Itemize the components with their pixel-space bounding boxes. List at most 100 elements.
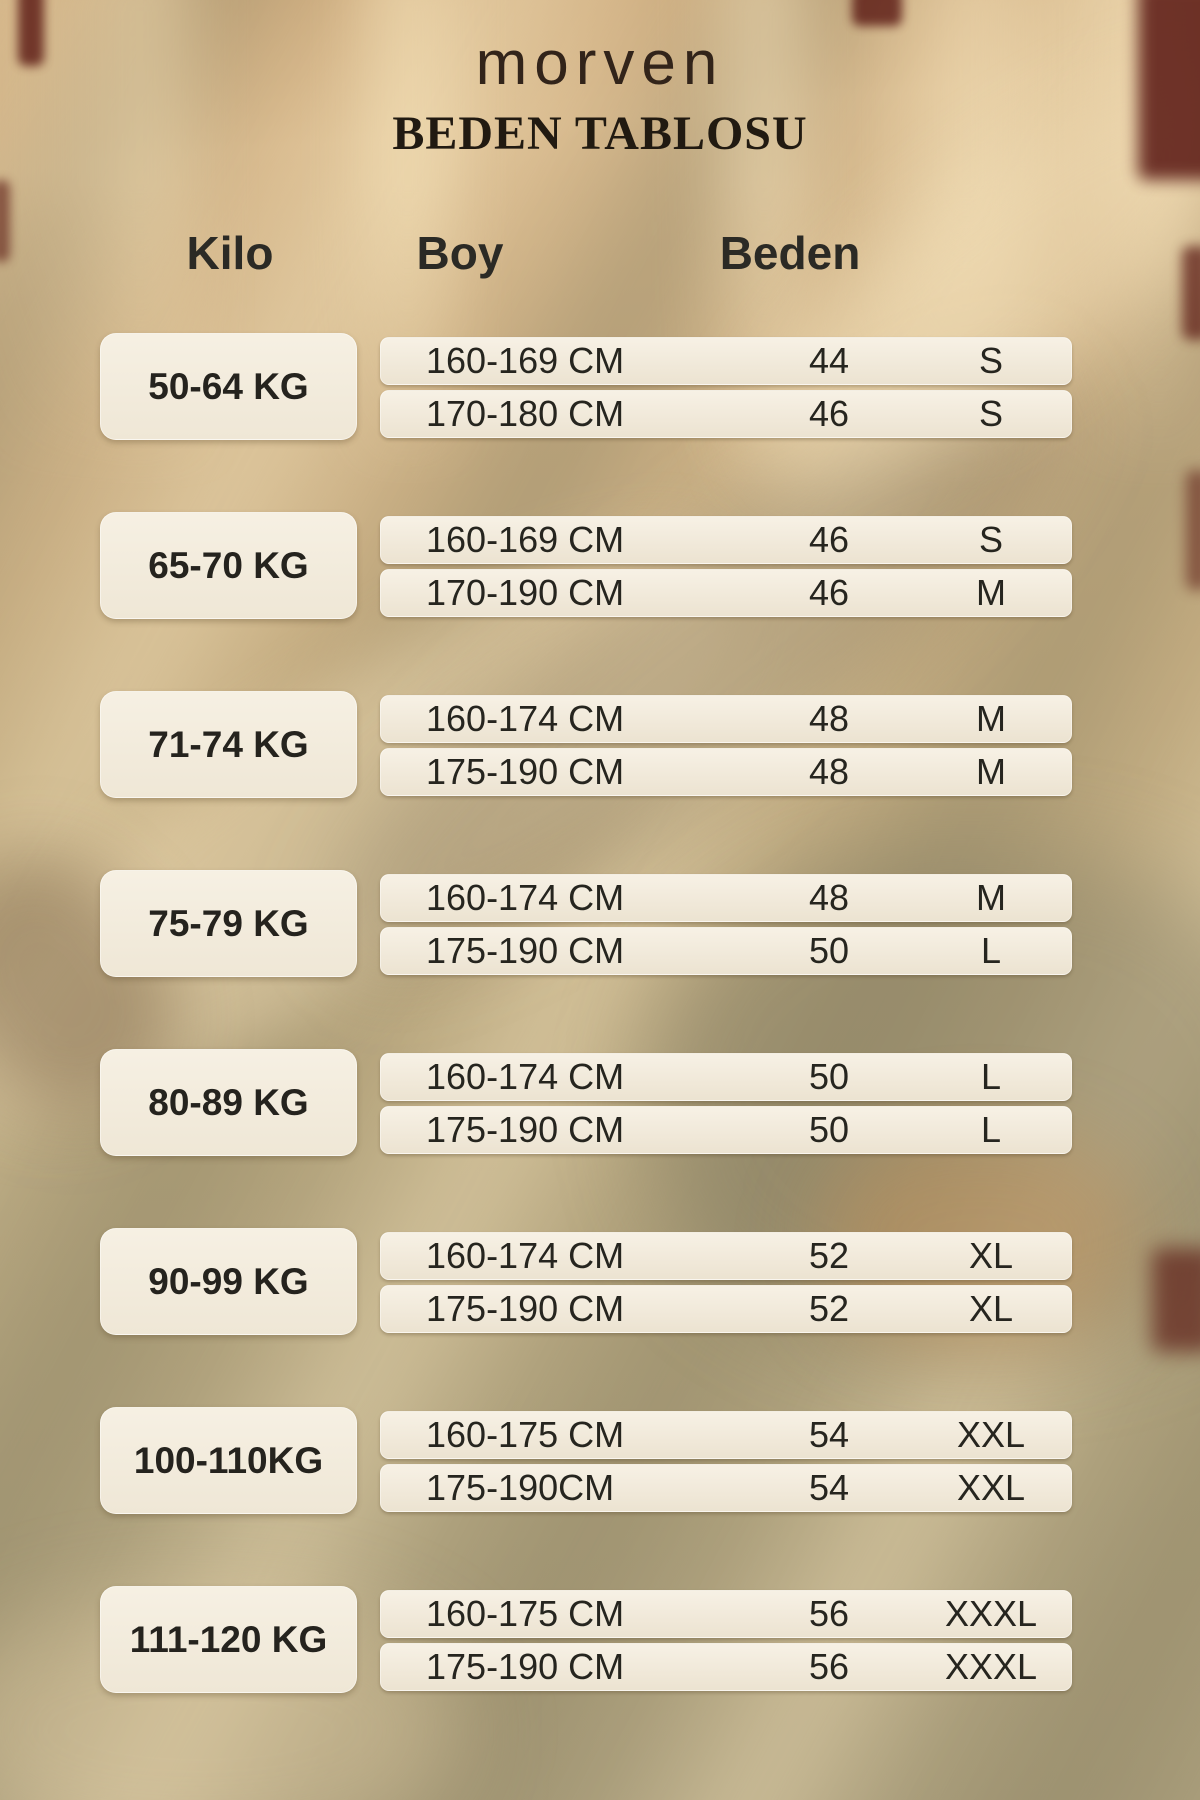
size-group-rows: 160-174 CM 48 M 175-190 CM 48 M xyxy=(380,695,1072,801)
brand-logo: morven xyxy=(475,29,725,98)
height-range: 160-174 CM xyxy=(426,877,625,918)
size-group: 50-64 KG 160-169 CM 44 S 170-180 CM 46 S xyxy=(0,333,1200,440)
size-number: 48 xyxy=(808,877,850,918)
kilo-range: 75-79 KG xyxy=(148,902,309,944)
size-number: 54 xyxy=(808,1467,850,1508)
size-group: 100-110KG 160-175 CM 54 XXL 175-190CM 54… xyxy=(0,1407,1200,1514)
size-number: 56 xyxy=(808,1646,850,1687)
table-row: 160-169 CM 46 S xyxy=(380,516,1072,564)
background-red-garment-mark xyxy=(1138,0,1200,180)
size-letter: S xyxy=(978,519,1003,560)
kilo-cell: 90-99 KG xyxy=(100,1228,357,1335)
kilo-cell: 111-120 KG xyxy=(100,1586,357,1693)
size-letter: L xyxy=(980,1056,1002,1097)
size-letter: XXL xyxy=(956,1467,1026,1508)
column-header-boy: Boy xyxy=(416,227,504,279)
kilo-range: 90-99 KG xyxy=(148,1260,309,1302)
size-letter: XXL xyxy=(956,1414,1026,1455)
kilo-cell: 50-64 KG xyxy=(100,333,357,440)
kilo-cell: 100-110KG xyxy=(100,1407,357,1514)
kilo-range: 71-74 KG xyxy=(148,723,309,765)
column-header-kilo: Kilo xyxy=(186,227,274,279)
size-letter: M xyxy=(976,698,1006,739)
size-letter: L xyxy=(980,930,1002,971)
background-red-garment-mark xyxy=(1152,1248,1200,1352)
kilo-cell: 71-74 KG xyxy=(100,691,357,798)
size-number: 52 xyxy=(808,1288,850,1329)
kilo-range: 65-70 KG xyxy=(148,544,309,586)
size-number: 46 xyxy=(808,519,850,560)
kilo-range: 50-64 KG xyxy=(148,365,309,407)
size-number: 44 xyxy=(808,340,850,381)
size-group-rows: 160-175 CM 54 XXL 175-190CM 54 XXL xyxy=(380,1411,1072,1517)
table-row: 175-190 CM 52 XL xyxy=(380,1285,1072,1333)
table-row: 160-175 CM 56 XXXL xyxy=(380,1590,1072,1638)
size-group: 90-99 KG 160-174 CM 52 XL 175-190 CM 52 … xyxy=(0,1228,1200,1335)
size-number: 56 xyxy=(808,1593,850,1634)
size-number: 46 xyxy=(808,572,850,613)
height-range: 170-180 CM xyxy=(426,393,625,434)
height-range: 160-174 CM xyxy=(426,1235,625,1276)
table-row: 170-190 CM 46 M xyxy=(380,569,1072,617)
size-number: 52 xyxy=(808,1235,850,1276)
kilo-range: 111-120 KG xyxy=(129,1618,328,1660)
size-letter: M xyxy=(976,572,1006,613)
height-range: 175-190 CM xyxy=(426,1288,625,1329)
size-group-rows: 160-169 CM 44 S 170-180 CM 46 S xyxy=(380,337,1072,443)
height-range: 175-190 CM xyxy=(426,930,625,971)
size-group-rows: 160-175 CM 56 XXXL 175-190 CM 56 XXXL xyxy=(380,1590,1072,1696)
size-group-rows: 160-174 CM 50 L 175-190 CM 50 L xyxy=(380,1053,1072,1159)
size-group: 80-89 KG 160-174 CM 50 L 175-190 CM 50 L xyxy=(0,1049,1200,1156)
height-range: 160-169 CM xyxy=(426,519,625,560)
size-group-rows: 160-174 CM 52 XL 175-190 CM 52 XL xyxy=(380,1232,1072,1338)
size-letter: XL xyxy=(968,1235,1014,1276)
table-row: 160-174 CM 52 XL xyxy=(380,1232,1072,1280)
height-range: 160-169 CM xyxy=(426,340,625,381)
height-range: 170-190 CM xyxy=(426,572,625,613)
background-red-garment-mark xyxy=(852,0,902,26)
background-red-garment-mark xyxy=(1186,470,1200,590)
background-red-garment-mark xyxy=(1182,246,1200,340)
height-range: 175-190 CM xyxy=(426,1646,625,1687)
table-row: 170-180 CM 46 S xyxy=(380,390,1072,438)
size-letter: M xyxy=(976,751,1006,792)
height-range: 160-174 CM xyxy=(426,698,625,739)
size-number: 50 xyxy=(808,1056,850,1097)
size-group-rows: 160-169 CM 46 S 170-190 CM 46 M xyxy=(380,516,1072,622)
table-row: 160-174 CM 48 M xyxy=(380,695,1072,743)
size-number: 46 xyxy=(808,393,850,434)
kilo-cell: 65-70 KG xyxy=(100,512,357,619)
table-row: 175-190 CM 48 M xyxy=(380,748,1072,796)
size-letter: XXXL xyxy=(944,1646,1038,1687)
height-range: 160-175 CM xyxy=(426,1593,625,1634)
table-row: 175-190 CM 50 L xyxy=(380,927,1072,975)
page-title: BEDEN TABLOSU xyxy=(392,107,808,160)
background-red-garment-mark xyxy=(18,0,44,66)
size-number: 50 xyxy=(808,930,850,971)
size-number: 50 xyxy=(808,1109,850,1150)
size-number: 48 xyxy=(808,751,850,792)
size-number: 48 xyxy=(808,698,850,739)
table-column-headers: Kilo Boy Beden xyxy=(0,226,1200,286)
size-group: 111-120 KG 160-175 CM 56 XXXL 175-190 CM… xyxy=(0,1586,1200,1693)
size-group: 71-74 KG 160-174 CM 48 M 175-190 CM 48 M xyxy=(0,691,1200,798)
size-table: 50-64 KG 160-169 CM 44 S 170-180 CM 46 S… xyxy=(0,333,1200,1769)
table-row: 175-190 CM 50 L xyxy=(380,1106,1072,1154)
kilo-cell: 75-79 KG xyxy=(100,870,357,977)
table-row: 175-190CM 54 XXL xyxy=(380,1464,1072,1512)
size-letter: S xyxy=(978,340,1003,381)
size-letter: L xyxy=(980,1109,1002,1150)
table-row: 160-174 CM 48 M xyxy=(380,874,1072,922)
height-range: 175-190 CM xyxy=(426,751,625,792)
size-group: 65-70 KG 160-169 CM 46 S 170-190 CM 46 M xyxy=(0,512,1200,619)
table-row: 160-174 CM 50 L xyxy=(380,1053,1072,1101)
size-group: 75-79 KG 160-174 CM 48 M 175-190 CM 50 L xyxy=(0,870,1200,977)
size-letter: XXXL xyxy=(944,1593,1038,1634)
table-row: 175-190 CM 56 XXXL xyxy=(380,1643,1072,1691)
height-range: 160-174 CM xyxy=(426,1056,625,1097)
kilo-range: 100-110KG xyxy=(133,1439,324,1481)
table-row: 160-169 CM 44 S xyxy=(380,337,1072,385)
kilo-range: 80-89 KG xyxy=(148,1081,309,1123)
